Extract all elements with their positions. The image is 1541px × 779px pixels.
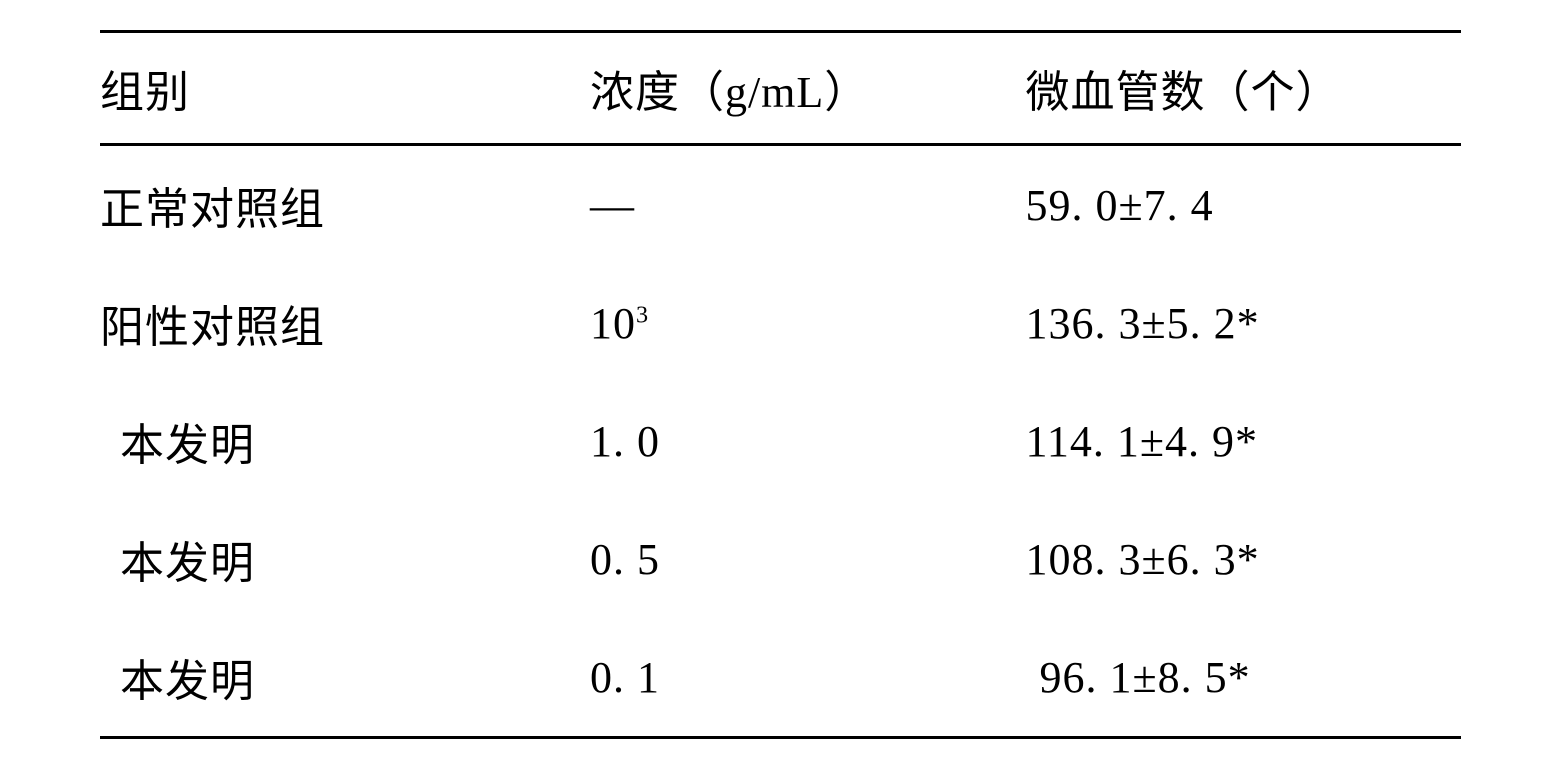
vessels-text: 59. 0±7. 4 [1025, 181, 1213, 230]
cell-group: 本发明 [100, 500, 590, 618]
table-row: 正常对照组 — 59. 0±7. 4 [100, 145, 1461, 265]
conc-text: — [590, 181, 635, 230]
cell-vessels: 96. 1±8. 5* [1025, 618, 1461, 738]
conc-text: 0. 1 [590, 653, 660, 702]
table-row: 本发明 0. 1 96. 1±8. 5* [100, 618, 1461, 738]
cell-vessels: 136. 3±5. 2* [1025, 264, 1461, 382]
vessels-text: 136. 3±5. 2* [1025, 299, 1259, 348]
cell-conc: 103 [590, 264, 1026, 382]
group-text: 正常对照组 [100, 185, 325, 234]
cell-group: 正常对照组 [100, 145, 590, 265]
col-header-group: 组别 [100, 32, 590, 145]
cell-group: 本发明 [100, 618, 590, 738]
cell-group: 本发明 [100, 382, 590, 500]
vessels-text: 96. 1±8. 5* [1025, 652, 1250, 703]
group-text: 本发明 [100, 409, 255, 473]
col-header-vessels: 微血管数（个） [1025, 32, 1461, 145]
vessels-text: 108. 3±6. 3* [1025, 535, 1259, 584]
table-body: 正常对照组—59. 0±7. 4阳性对照组103136. 3±5. 2*本发明1… [100, 145, 1461, 738]
table-container: 组别 浓度（g/mL） 微血管数（个） 正常对照组 — 59. 0±7. 4 阳性对照… [0, 0, 1541, 769]
cell-conc: 0. 5 [590, 500, 1026, 618]
table-header-row: 组别 浓度（g/mL） 微血管数（个） [100, 32, 1461, 145]
cell-conc: 1. 0 [590, 382, 1026, 500]
conc-text: 0. 5 [590, 535, 660, 584]
data-table: 组别 浓度（g/mL） 微血管数（个） 正常对照组 — 59. 0±7. 4 阳性对照… [100, 30, 1461, 739]
conc-text: 1. 0 [590, 417, 660, 466]
vessels-text: 114. 1±4. 9* [1025, 417, 1258, 466]
cell-vessels: 114. 1±4. 9* [1025, 382, 1461, 500]
group-text: 本发明 [100, 645, 255, 709]
conc-base: 10 [590, 299, 636, 348]
cell-conc: 0. 1 [590, 618, 1026, 738]
table-row: 本发明 1. 0 114. 1±4. 9* [100, 382, 1461, 500]
group-text: 阳性对照组 [100, 303, 325, 352]
group-text: 本发明 [100, 527, 255, 591]
col-header-conc: 浓度（g/mL） [590, 32, 1026, 145]
cell-group: 阳性对照组 [100, 264, 590, 382]
table-row: 本发明 0. 5 108. 3±6. 3* [100, 500, 1461, 618]
table-row: 阳性对照组103136. 3±5. 2* [100, 264, 1461, 382]
cell-vessels: 59. 0±7. 4 [1025, 145, 1461, 265]
cell-conc: — [590, 145, 1026, 265]
conc-exponent: 3 [636, 301, 649, 328]
cell-vessels: 108. 3±6. 3* [1025, 500, 1461, 618]
